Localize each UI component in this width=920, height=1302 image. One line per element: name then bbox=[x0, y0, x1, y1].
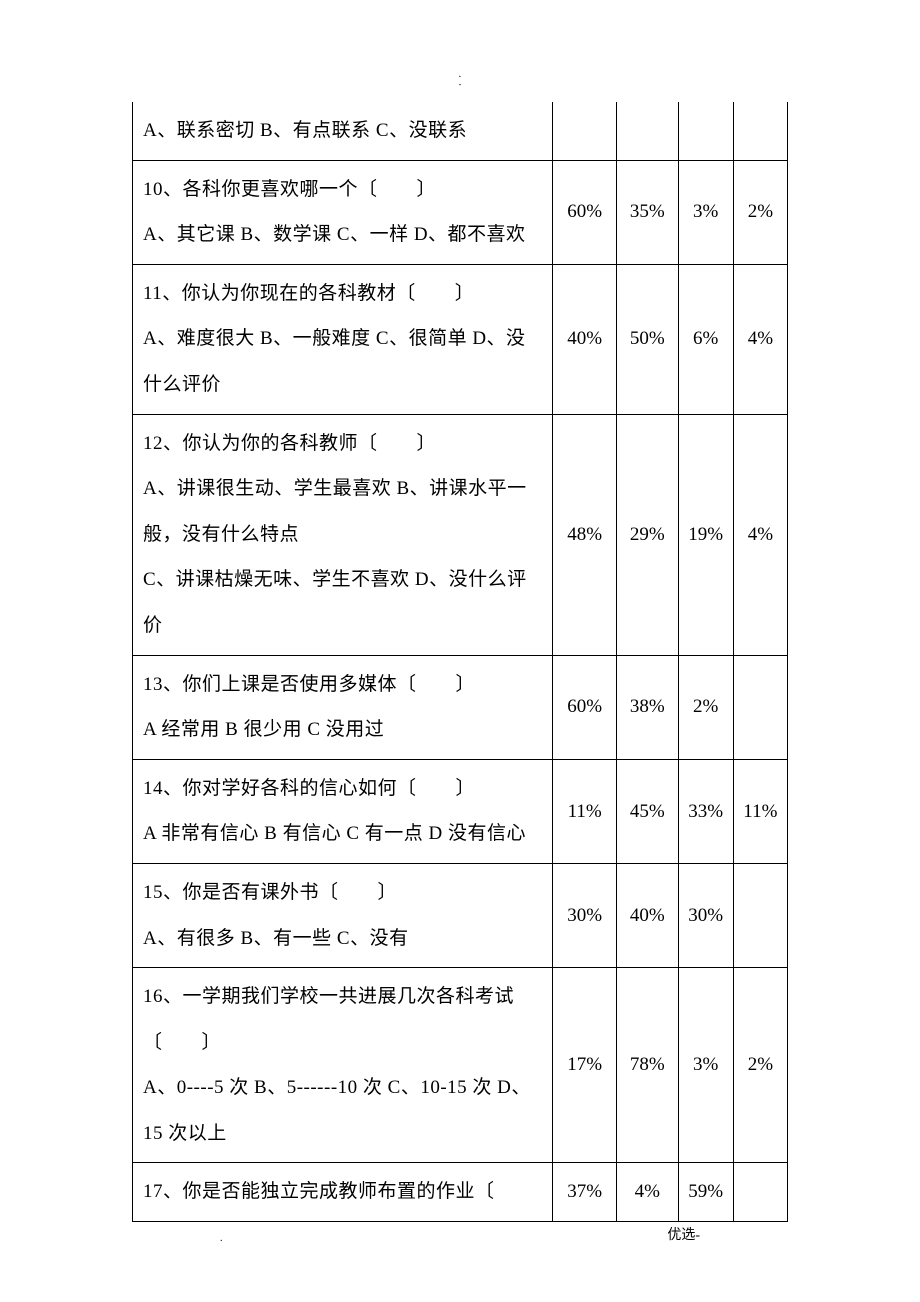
percent-cell: 11% bbox=[733, 759, 787, 863]
percent-cell: 4% bbox=[733, 264, 787, 414]
footer-left: . bbox=[220, 1233, 223, 1244]
percent-cell: 30% bbox=[553, 863, 617, 967]
percent-cell: 40% bbox=[616, 863, 678, 967]
percent-cell: 38% bbox=[616, 655, 678, 759]
percent-cell bbox=[616, 102, 678, 160]
percent-cell bbox=[733, 102, 787, 160]
question-cell: 12、你认为你的各科教师〔 〕A、讲课很生动、学生最喜欢 B、讲课水平一般，没有… bbox=[133, 414, 553, 655]
percent-cell: 3% bbox=[678, 160, 733, 264]
percent-cell: 4% bbox=[733, 414, 787, 655]
question-cell: 17、你是否能独立完成教师布置的作业〔 bbox=[133, 1163, 553, 1222]
survey-table: A、联系密切 B、有点联系 C、没联系10、各科你更喜欢哪一个〔 〕A、其它课 … bbox=[132, 102, 788, 1222]
header-bottom: - bbox=[459, 80, 462, 89]
percent-cell: 11% bbox=[553, 759, 617, 863]
table-row: 11、你认为你现在的各科教材〔 〕A、难度很大 B、一般难度 C、很简单 D、没… bbox=[133, 264, 788, 414]
table-row: 13、你们上课是否使用多媒体〔 〕A 经常用 B 很少用 C 没用过60%38%… bbox=[133, 655, 788, 759]
percent-cell: 60% bbox=[553, 655, 617, 759]
table-row: 17、你是否能独立完成教师布置的作业〔37%4%59% bbox=[133, 1163, 788, 1222]
percent-cell: 29% bbox=[616, 414, 678, 655]
survey-table-container: A、联系密切 B、有点联系 C、没联系10、各科你更喜欢哪一个〔 〕A、其它课 … bbox=[132, 102, 788, 1222]
question-cell: 10、各科你更喜欢哪一个〔 〕A、其它课 B、数学课 C、一样 D、都不喜欢 bbox=[133, 160, 553, 264]
percent-cell: 60% bbox=[553, 160, 617, 264]
percent-cell: 2% bbox=[678, 655, 733, 759]
percent-cell bbox=[733, 655, 787, 759]
percent-cell: 19% bbox=[678, 414, 733, 655]
table-row: 12、你认为你的各科教师〔 〕A、讲课很生动、学生最喜欢 B、讲课水平一般，没有… bbox=[133, 414, 788, 655]
percent-cell: 17% bbox=[553, 968, 617, 1163]
percent-cell: 50% bbox=[616, 264, 678, 414]
percent-cell: 48% bbox=[553, 414, 617, 655]
percent-cell bbox=[678, 102, 733, 160]
percent-cell: 2% bbox=[733, 968, 787, 1163]
question-cell: 15、你是否有课外书〔 〕A、有很多 B、有一些 C、没有 bbox=[133, 863, 553, 967]
percent-cell: 33% bbox=[678, 759, 733, 863]
percent-cell: 6% bbox=[678, 264, 733, 414]
percent-cell: 37% bbox=[553, 1163, 617, 1222]
question-cell: 13、你们上课是否使用多媒体〔 〕A 经常用 B 很少用 C 没用过 bbox=[133, 655, 553, 759]
table-row: 15、你是否有课外书〔 〕A、有很多 B、有一些 C、没有30%40%30% bbox=[133, 863, 788, 967]
percent-cell: 78% bbox=[616, 968, 678, 1163]
header-mark: . - bbox=[459, 70, 462, 90]
question-cell: 14、你对学好各科的信心如何〔 〕A 非常有信心 B 有信心 C 有一点 D 没… bbox=[133, 759, 553, 863]
question-cell: 11、你认为你现在的各科教材〔 〕A、难度很大 B、一般难度 C、很简单 D、没… bbox=[133, 264, 553, 414]
percent-cell: 45% bbox=[616, 759, 678, 863]
percent-cell: 59% bbox=[678, 1163, 733, 1222]
percent-cell: 3% bbox=[678, 968, 733, 1163]
header-top: . bbox=[459, 69, 462, 80]
table-row: 16、一学期我们学校一共进展几次各科考试〔 〕A、0----5 次 B、5---… bbox=[133, 968, 788, 1163]
percent-cell: 4% bbox=[616, 1163, 678, 1222]
percent-cell bbox=[733, 1163, 787, 1222]
percent-cell bbox=[553, 102, 617, 160]
percent-cell: 35% bbox=[616, 160, 678, 264]
percent-cell bbox=[733, 863, 787, 967]
percent-cell: 2% bbox=[733, 160, 787, 264]
table-row: 14、你对学好各科的信心如何〔 〕A 非常有信心 B 有信心 C 有一点 D 没… bbox=[133, 759, 788, 863]
table-row: 10、各科你更喜欢哪一个〔 〕A、其它课 B、数学课 C、一样 D、都不喜欢60… bbox=[133, 160, 788, 264]
percent-cell: 30% bbox=[678, 863, 733, 967]
question-cell: A、联系密切 B、有点联系 C、没联系 bbox=[133, 102, 553, 160]
percent-cell: 40% bbox=[553, 264, 617, 414]
question-cell: 16、一学期我们学校一共进展几次各科考试〔 〕A、0----5 次 B、5---… bbox=[133, 968, 553, 1163]
footer-right: 优选- bbox=[667, 1224, 700, 1244]
table-row: A、联系密切 B、有点联系 C、没联系 bbox=[133, 102, 788, 160]
